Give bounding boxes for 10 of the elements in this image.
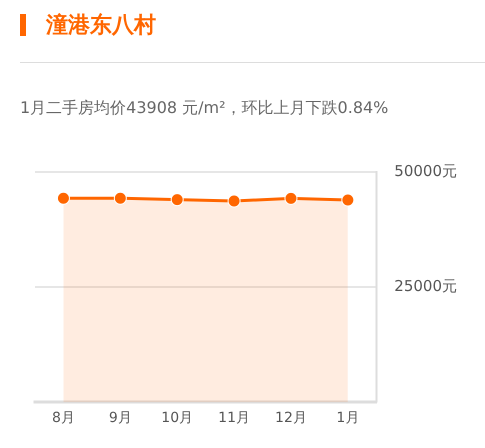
- x-tick-label: 9月: [108, 410, 132, 426]
- y-tick-label: 25000元: [394, 276, 457, 295]
- x-tick-label: 10月: [161, 410, 194, 426]
- chart-subtitle: 1月二手房均价43908 元/m²，环比上月下跌0.84%: [20, 98, 388, 119]
- x-tick-label: 8月: [52, 410, 75, 426]
- y-tick-label: 50000元: [394, 162, 457, 180]
- x-tick-label: 11月: [218, 410, 250, 426]
- chart-title: 潼港东八村: [44, 12, 156, 40]
- x-tick-label: 1月: [336, 410, 360, 426]
- x-tick-label: 12月: [275, 410, 307, 426]
